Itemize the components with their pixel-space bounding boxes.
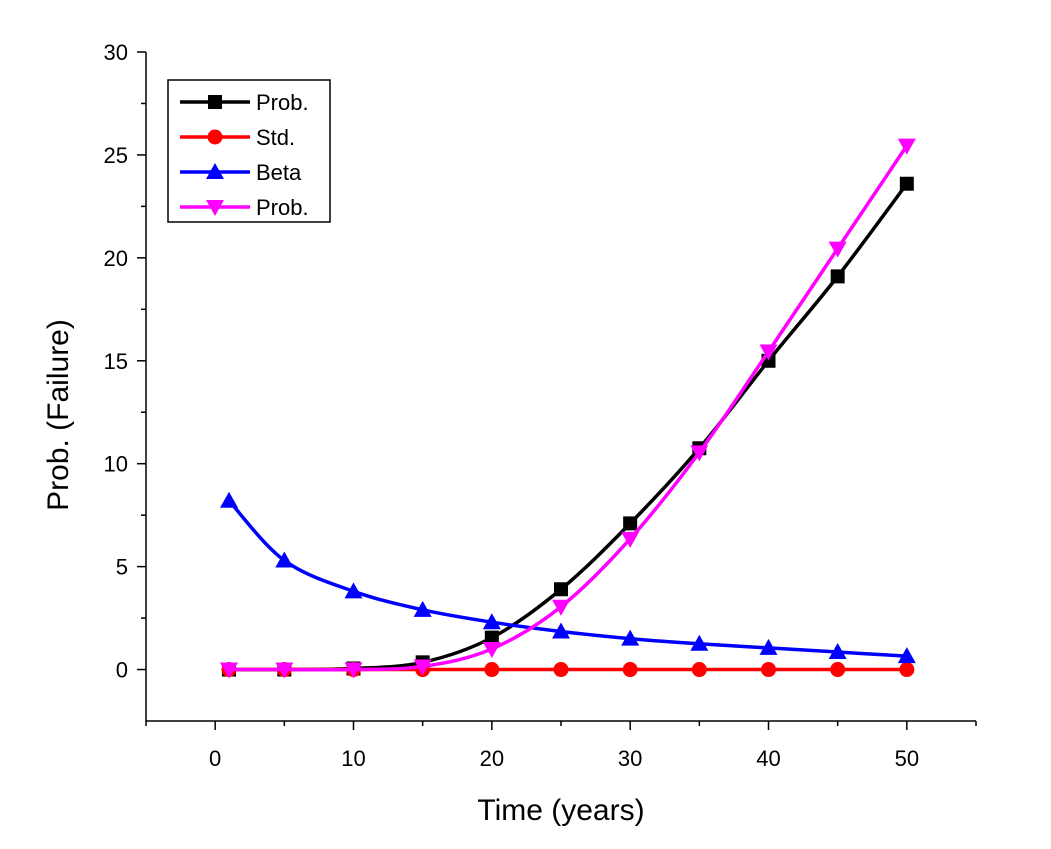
data-point <box>899 176 914 191</box>
data-point <box>482 641 501 658</box>
legend: Prob. Std. Beta Prob. <box>167 79 331 223</box>
data-point <box>830 662 846 678</box>
x-tick-label: 10 <box>341 746 365 771</box>
legend-swatch-marker <box>206 200 224 216</box>
data-point <box>552 622 570 639</box>
data-point <box>622 662 638 678</box>
series-line <box>227 499 907 658</box>
legend-label: Std. <box>256 125 295 150</box>
y-tick-label: 25 <box>104 143 128 168</box>
data-point <box>899 662 915 678</box>
data-point <box>759 638 778 655</box>
data-point <box>828 643 847 660</box>
legend-item: Prob. <box>180 195 309 220</box>
data-point <box>621 629 640 646</box>
legend-item: Std. <box>180 125 295 150</box>
data-point <box>484 630 499 645</box>
series-layer <box>220 138 916 679</box>
data-point <box>275 662 294 679</box>
y-axis-title: Prob. (Failure) <box>42 319 75 511</box>
data-point <box>897 138 916 155</box>
data-point <box>830 269 845 284</box>
legend-swatch-marker <box>208 95 222 109</box>
data-point <box>690 445 709 462</box>
y-tick-label: 30 <box>104 40 128 65</box>
data-point <box>553 662 569 678</box>
y-tick-label: 0 <box>116 658 128 683</box>
x-tick-label: 20 <box>480 746 504 771</box>
data-point <box>413 659 432 676</box>
y-tick-label: 20 <box>104 246 128 271</box>
legend-swatch-marker <box>206 163 224 179</box>
ticks: 0 10 20 30 40 50 0 5 10 15 20 25 30 <box>104 40 977 771</box>
x-tick-label: 50 <box>895 746 919 771</box>
legend-item: Prob. <box>180 90 309 115</box>
series-4 <box>220 138 916 679</box>
x-tick-label: 40 <box>756 746 780 771</box>
legend-item: Beta <box>180 160 302 185</box>
data-point <box>482 613 501 630</box>
series-3 <box>220 491 916 664</box>
data-point <box>554 582 568 597</box>
legend-swatch-marker <box>207 129 223 145</box>
legend-label: Beta <box>256 160 302 185</box>
x-axis-title: Time (years) <box>477 794 644 827</box>
data-point <box>897 647 916 664</box>
data-point <box>761 662 776 678</box>
data-point <box>275 551 294 568</box>
data-point <box>759 344 778 361</box>
legend-label: Prob. <box>256 195 309 220</box>
data-point <box>623 516 638 531</box>
data-point <box>828 241 847 258</box>
data-point <box>484 662 500 678</box>
legend-label: Prob. <box>256 90 309 115</box>
data-point <box>691 662 707 678</box>
data-point <box>621 531 640 548</box>
x-tick-label: 0 <box>209 746 221 771</box>
series-line <box>228 182 909 672</box>
y-tick-label: 10 <box>104 452 128 477</box>
data-point <box>413 600 432 617</box>
data-point <box>220 491 238 508</box>
data-point <box>344 582 363 599</box>
data-point <box>690 634 709 651</box>
y-tick-label: 15 <box>104 349 128 374</box>
data-point <box>344 662 363 679</box>
x-tick-label: 30 <box>618 746 642 771</box>
data-point <box>220 662 238 679</box>
data-point <box>552 599 570 616</box>
y-tick-label: 5 <box>116 555 128 580</box>
